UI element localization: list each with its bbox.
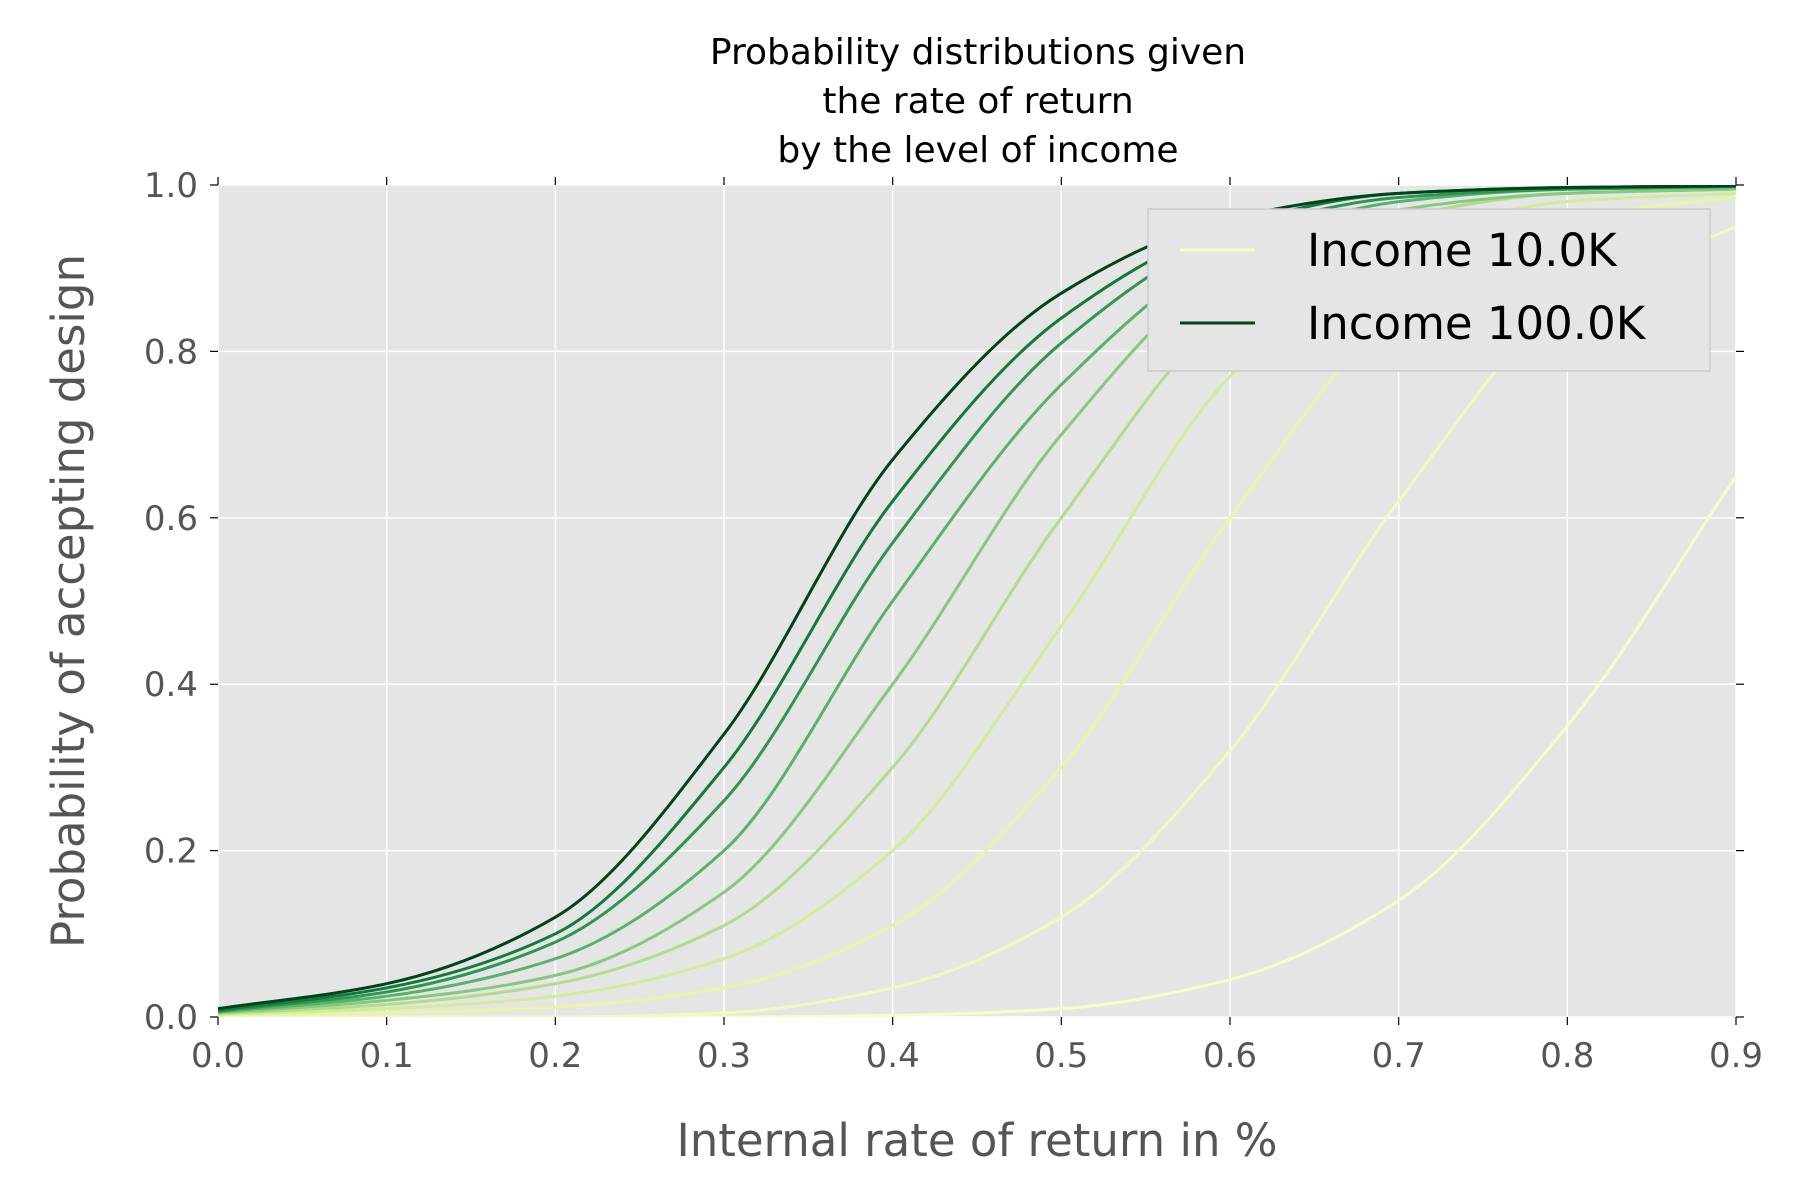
legend-label-income-100k: Income 100.0K (1307, 297, 1647, 350)
x-tick-labels: 0.0 0.1 0.2 0.3 0.4 0.5 0.6 0.7 0.8 0.9 (191, 1036, 1763, 1076)
x-tick-label: 0.7 (1372, 1036, 1426, 1076)
series-line-2 (218, 225, 1736, 1017)
x-tick-label: 0.8 (1540, 1036, 1594, 1076)
x-tick-label: 0.3 (697, 1036, 751, 1076)
y-tick-labels: 0.0 0.2 0.4 0.6 0.8 1.0 (144, 166, 198, 1038)
x-tick-label: 0.9 (1709, 1036, 1763, 1076)
chart-title-line-2: the rate of return (822, 81, 1133, 122)
series-line-1 (218, 475, 1736, 1017)
legend: Income 10.0K Income 100.0K (1147, 208, 1711, 372)
x-tick-label: 0.6 (1203, 1036, 1257, 1076)
chart-title-line-1: Probability distributions given (710, 32, 1246, 73)
series-line-10 (218, 185, 1736, 1011)
x-tick-label: 0.1 (360, 1036, 414, 1076)
axis-ticks (210, 177, 1744, 1025)
legend-label-income-10k: Income 10.0K (1307, 224, 1618, 277)
y-tick-label: 0.8 (144, 332, 198, 372)
series-lines (218, 185, 1736, 1017)
x-tick-label: 0.0 (191, 1036, 245, 1076)
y-axis-label: Probability of accepting design (42, 254, 95, 948)
x-tick-label: 0.5 (1034, 1036, 1088, 1076)
series-line-5 (218, 187, 1736, 1016)
y-tick-label: 0.6 (144, 499, 198, 539)
y-tick-label: 0.0 (144, 998, 198, 1038)
series-line-8 (218, 185, 1736, 1013)
y-tick-label: 0.4 (144, 665, 198, 705)
series-line-6 (218, 187, 1736, 1015)
x-axis-label: Internal rate of return in % (676, 1114, 1277, 1167)
y-tick-label: 0.2 (144, 832, 198, 872)
series-line-7 (218, 185, 1736, 1014)
chart-title-line-3: by the level of income (777, 130, 1178, 171)
y-tick-label: 1.0 (144, 166, 198, 206)
legend-box (1147, 208, 1711, 372)
x-tick-label: 0.4 (866, 1036, 920, 1076)
x-tick-label: 0.2 (528, 1036, 582, 1076)
